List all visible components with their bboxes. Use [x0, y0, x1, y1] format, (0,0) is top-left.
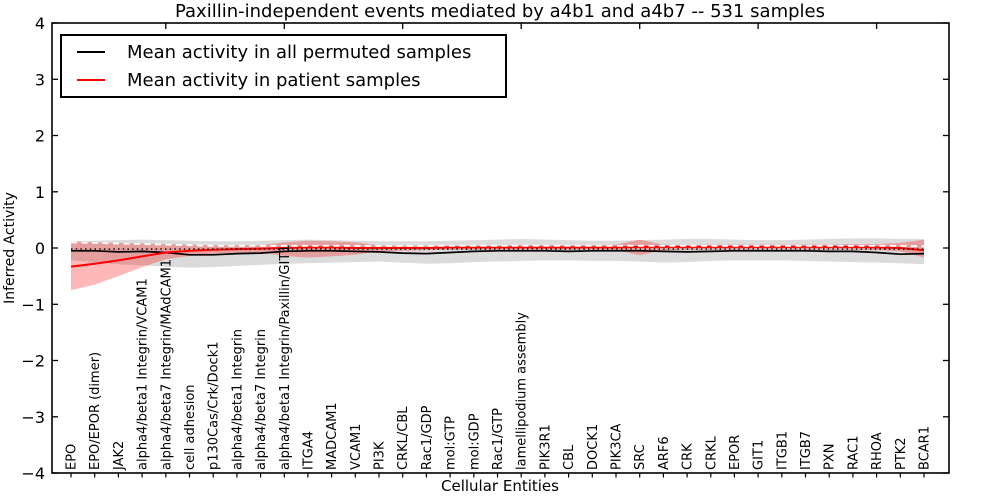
- x-tick-label: MADCAM1: [325, 402, 340, 470]
- x-tick-label: VCAM1: [349, 424, 364, 470]
- x-tick-label: EPO: [65, 444, 80, 470]
- x-tick-label: PTK2: [894, 437, 909, 470]
- x-tick-label: alpha4/beta1 Integrin/Paxillin/GIT1: [278, 244, 293, 470]
- chart-title: Paxillin-independent events mediated by …: [174, 1, 825, 22]
- x-tick-label: CRKL: [704, 435, 719, 470]
- y-tick-label: −2: [21, 352, 45, 371]
- x-tick-label: RHOA: [870, 432, 885, 470]
- x-tick-label: CRK: [681, 443, 696, 470]
- x-tick-label: alpha4/beta7 Integrin/MAdCAM1: [159, 259, 174, 470]
- y-tick-label: 3: [35, 70, 45, 89]
- legend-entry-permuted: Mean activity in all permuted samples: [62, 38, 505, 66]
- x-tick-label: lamellipodium assembly: [515, 312, 530, 470]
- y-axis-label: Inferred Activity: [2, 192, 18, 304]
- x-tick-label: Rac1/GDP: [420, 405, 435, 470]
- x-tick-label: DOCK1: [586, 424, 601, 470]
- x-tick-label: CBL: [562, 444, 577, 470]
- x-tick-label: ITGB7: [799, 431, 814, 470]
- legend-patient-line-icon: [77, 79, 105, 81]
- x-tick-label: EPOR: [728, 435, 743, 470]
- x-tick-label: PIK3R1: [538, 424, 553, 470]
- y-tick-label: 1: [35, 183, 45, 202]
- x-tick-label: ITGB1: [775, 431, 790, 470]
- x-tick-label: PI3K: [373, 441, 388, 470]
- white-dashed-line: [70, 241, 925, 248]
- x-tick-label: alpha4/beta1 Integrin: [230, 329, 245, 470]
- legend-patient-label: Mean activity in patient samples: [127, 69, 421, 91]
- x-tick-label: ARF6: [657, 436, 672, 470]
- x-axis-label: Cellular Entities: [441, 477, 559, 495]
- y-tick-label: 2: [35, 127, 45, 146]
- x-tick-label: ITGA4: [301, 431, 316, 470]
- y-tick-label: 0: [35, 239, 45, 258]
- x-tick-label: mol:GTP: [444, 416, 459, 470]
- x-tick-label: RAC1: [846, 435, 861, 470]
- x-tick-label: EPO/EPOR (dimer): [88, 352, 103, 470]
- x-tick-label: cell adhesion: [183, 384, 198, 470]
- x-tick-label: alpha4/beta1 Integrin/VCAM1: [136, 278, 151, 470]
- x-tick-label: CRKL/CBL: [396, 406, 411, 470]
- x-tick-label: PIK3CA: [610, 423, 625, 470]
- legend-entry-patient: Mean activity in patient samples: [62, 66, 505, 94]
- x-tick-label: PXN: [823, 444, 838, 470]
- y-tick-label: −4: [21, 464, 45, 483]
- legend: Mean activity in all permuted samples Me…: [60, 34, 507, 98]
- x-tick-label: p130Cas/Crk/Dock1: [207, 341, 222, 470]
- legend-permuted-label: Mean activity in all permuted samples: [127, 41, 472, 63]
- x-tick-label: JAK2: [112, 441, 127, 471]
- x-tick-label: mol:GDP: [467, 413, 482, 470]
- x-tick-label: alpha4/beta7 Integrin: [254, 329, 269, 470]
- permuted-mean-line: [71, 249, 925, 256]
- y-tick-label: 4: [35, 14, 45, 33]
- y-tick-label: −3: [21, 408, 45, 427]
- x-tick-label: Rac1/GTP: [491, 408, 506, 470]
- x-tick-label: GIT1: [752, 440, 767, 470]
- y-tick-label: −1: [21, 295, 45, 314]
- legend-permuted-line-icon: [77, 51, 105, 53]
- x-tick-label: SRC: [633, 444, 648, 470]
- x-tick-label: BCAR1: [918, 426, 933, 470]
